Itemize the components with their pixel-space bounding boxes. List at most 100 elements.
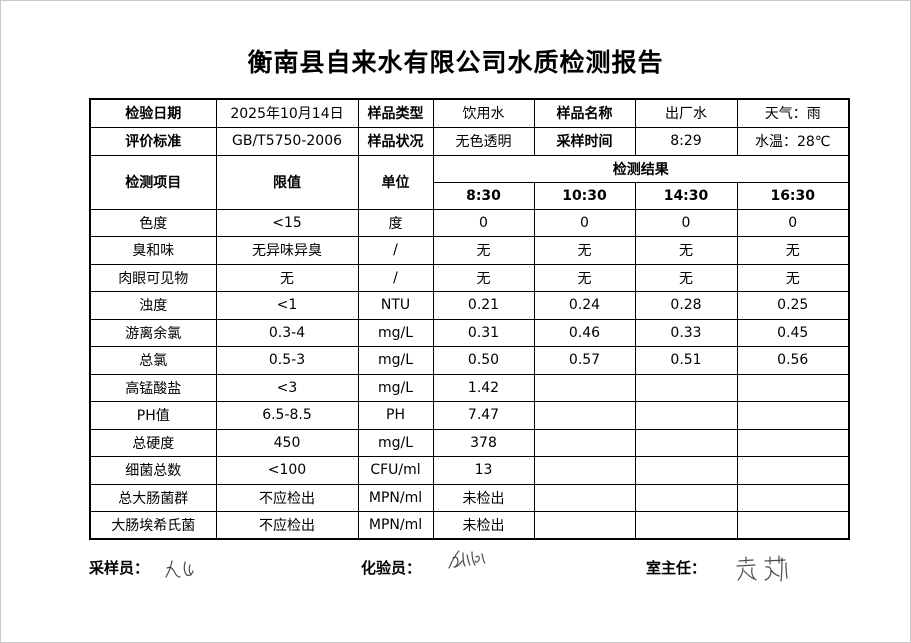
table-row: 总大肠菌群 不应检出 MPN/ml 未检出: [89, 483, 850, 512]
sampler-signature: [165, 560, 194, 578]
result-value: [634, 373, 738, 402]
result-value: 0: [634, 208, 738, 237]
tester-label: 化验员：: [361, 559, 422, 577]
limit-value: 450: [215, 428, 359, 457]
parameter-name: 高锰酸盐: [89, 373, 217, 402]
result-value: [634, 428, 738, 457]
header-row-2: 8:30 10:30 14:30 16:30: [90, 181, 850, 210]
sampler-signature-block: 采样员：: [89, 557, 213, 583]
result-value: [736, 401, 850, 430]
limit-value: <100: [215, 456, 359, 485]
result-value: 无: [736, 263, 850, 292]
column-header-limit: 限值: [215, 154, 359, 210]
limit-value: 不应检出: [215, 511, 359, 540]
director-label: 室主任：: [646, 559, 707, 577]
time-header-2: 10:30: [533, 181, 636, 210]
weather-value: 天气：雨: [736, 98, 850, 128]
table-row: 游离余氯 0.3-4 mg/L 0.31 0.46 0.33 0.45: [89, 318, 850, 347]
info-row-1: 检验日期 2025年10月14日 样品类型 饮用水 样品名称 出厂水 天气：雨: [89, 98, 850, 128]
standard-value: GB/T5750-2006: [215, 126, 359, 156]
tester-signature-block: 化验员：: [361, 550, 489, 578]
limit-value: 6.5-8.5: [215, 401, 359, 430]
inspection-date-label: 检验日期: [89, 98, 217, 128]
parameter-name: 总大肠菌群: [89, 483, 217, 512]
water-temperature-value: 水温：28℃: [736, 126, 850, 156]
tester-signature: [448, 550, 486, 569]
time-header-1: 8:30: [432, 181, 535, 210]
table-row: 高锰酸盐 <3 mg/L 1.42: [89, 373, 850, 402]
result-value: 无: [533, 263, 636, 292]
column-header-results: 检测结果: [432, 154, 850, 183]
result-value: 无: [432, 263, 535, 292]
parameter-name: 肉眼可见物: [89, 263, 217, 292]
result-value: 1.42: [432, 373, 535, 402]
parameter-name: 总硬度: [89, 428, 217, 457]
column-header-unit: 单位: [357, 154, 434, 210]
result-value: 0.24: [533, 291, 636, 320]
water-quality-table: 检验日期 2025年10月14日 样品类型 饮用水 样品名称 出厂水 天气：雨 …: [89, 98, 850, 540]
result-value: [634, 401, 738, 430]
table-row: 总硬度 450 mg/L 378: [89, 428, 850, 457]
result-value: 0.28: [634, 291, 738, 320]
result-value: [736, 511, 850, 540]
result-value: 未检出: [432, 483, 535, 512]
parameter-name: 浊度: [89, 291, 217, 320]
result-value: 0.33: [634, 318, 738, 347]
result-value: [634, 456, 738, 485]
result-value: [533, 511, 636, 540]
unit-value: NTU: [357, 291, 434, 320]
sample-condition-value: 无色透明: [432, 126, 535, 156]
result-value: 13: [432, 456, 535, 485]
parameter-name: 细菌总数: [89, 456, 217, 485]
unit-value: mg/L: [357, 373, 434, 402]
result-value: 0: [736, 208, 850, 237]
sample-name-label: 样品名称: [533, 98, 636, 128]
limit-value: 无: [215, 263, 359, 292]
result-value: 无: [634, 263, 738, 292]
sample-type-label: 样品类型: [357, 98, 434, 128]
table-row: 总氯 0.5-3 mg/L 0.50 0.57 0.51 0.56: [89, 346, 850, 375]
column-header-item: 检测项目: [89, 154, 217, 210]
time-header-4: 16:30: [736, 181, 850, 210]
result-value: 无: [634, 236, 738, 265]
result-value: 无: [533, 236, 636, 265]
parameter-name: 总氯: [89, 346, 217, 375]
limit-value: <3: [215, 373, 359, 402]
sample-condition-label: 样品状况: [357, 126, 434, 156]
sampler-label: 采样员：: [89, 559, 150, 577]
result-value: 7.47: [432, 401, 535, 430]
parameter-name: PH值: [89, 401, 217, 430]
result-value: [634, 511, 738, 540]
sample-type-value: 饮用水: [432, 98, 535, 128]
result-value: 0.50: [432, 346, 535, 375]
result-value: [634, 483, 738, 512]
result-value: 无: [432, 236, 535, 265]
parameter-name: 大肠埃希氏菌: [89, 511, 217, 540]
parameter-name: 色度: [89, 208, 217, 237]
standard-label: 评价标准: [89, 126, 217, 156]
result-value: [533, 483, 636, 512]
sample-name-value: 出厂水: [634, 98, 738, 128]
result-value: 0.21: [432, 291, 535, 320]
parameter-name: 臭和味: [89, 236, 217, 265]
unit-value: 度: [357, 208, 434, 237]
director-signature-block: 室主任：: [646, 555, 790, 584]
result-value: 未检出: [432, 511, 535, 540]
result-value: 0.31: [432, 318, 535, 347]
unit-value: CFU/ml: [357, 456, 434, 485]
result-value: 0: [533, 208, 636, 237]
result-value: [533, 428, 636, 457]
report-title: 衡南县自来水有限公司水质检测报告: [247, 48, 664, 77]
time-header-3: 14:30: [634, 181, 738, 210]
result-value: 0.25: [736, 291, 850, 320]
sampling-time-label: 采样时间: [533, 126, 636, 156]
unit-value: MPN/ml: [357, 483, 434, 512]
inspection-date-value: 2025年10月14日: [215, 98, 359, 128]
result-value: [533, 456, 636, 485]
sampling-time-value: 8:29: [634, 126, 738, 156]
table-row: PH值 6.5-8.5 PH 7.47: [89, 401, 850, 430]
table-row: 大肠埃希氏菌 不应检出 MPN/ml 未检出: [89, 511, 850, 540]
header-row-1: 检测项目 限值 单位 检测结果: [89, 154, 850, 210]
unit-value: MPN/ml: [357, 511, 434, 540]
